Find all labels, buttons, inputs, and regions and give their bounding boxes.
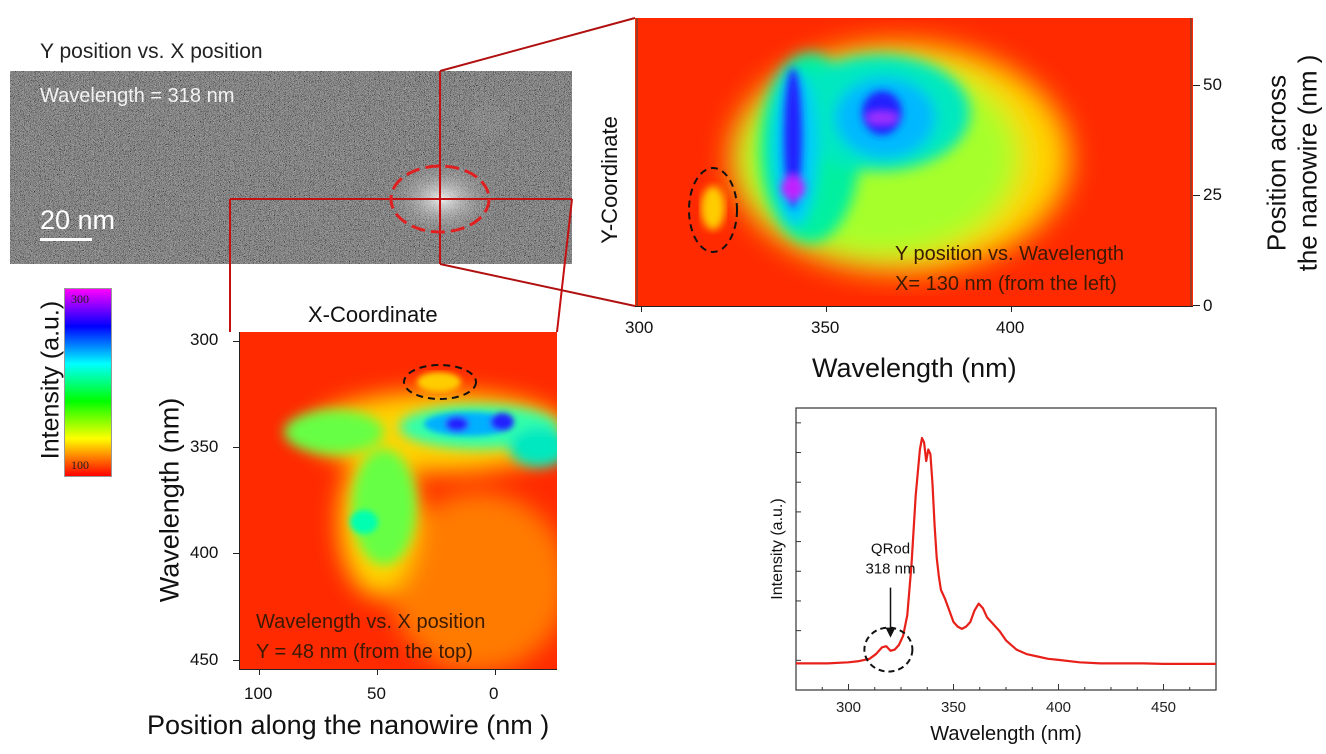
map-x-top-axis-label: X-Coordinate bbox=[308, 302, 438, 327]
spectrum-y-axis-label: Intensity (a.u.) bbox=[769, 498, 786, 599]
map-y-right-tick: 0 bbox=[1203, 296, 1213, 315]
map-x-annotation-1: Wavelength vs. X position bbox=[256, 611, 486, 633]
spectrum-x-tick-label: 300 bbox=[836, 699, 861, 716]
map-x-y-tick: 350 bbox=[190, 437, 219, 456]
map-y-right-tick: 50 bbox=[1203, 75, 1222, 94]
map-y-x-tick: 300 bbox=[625, 318, 654, 337]
map-x-y-tick: 450 bbox=[190, 650, 219, 669]
spectrum-x-tick-label: 400 bbox=[1046, 699, 1071, 716]
qrod-circle-y-map bbox=[688, 167, 738, 253]
scale-bar bbox=[40, 238, 92, 241]
scale-bar-label: 20 nm bbox=[40, 205, 116, 235]
spectrum-chart: 300 350 400 450 Wavelength (nm) Intensity (a.… bbox=[740, 400, 1280, 754]
spectrum-x-axis-label: Wavelength (nm) bbox=[930, 723, 1082, 745]
map-wavelength-vs-x-graphic bbox=[284, 364, 557, 669]
map-x-x-axis-label: Position along the nanowire (nm ) bbox=[147, 710, 550, 740]
qrod-arrowhead bbox=[885, 627, 896, 638]
map-x-y-tick: 300 bbox=[190, 330, 219, 349]
spectrum-series-line bbox=[796, 436, 1216, 665]
map-y-annotation-2: X= 130 nm (from the left) bbox=[895, 273, 1117, 295]
map-y-right-tick: 25 bbox=[1203, 185, 1222, 204]
stem-title: Y position vs. X position bbox=[40, 40, 263, 63]
colorbar-max-label: 300 bbox=[71, 292, 89, 306]
map-y-left-axis-label: Y-Coordinate bbox=[597, 116, 622, 244]
map-x-y-axis-label: Wavelength (nm) bbox=[154, 397, 185, 603]
map-y-vs-wavelength-graphic bbox=[636, 18, 1192, 306]
map-x-annotation-2: Y = 48 nm (from the top) bbox=[256, 641, 473, 663]
qrod-annotation-2: 318 nm bbox=[865, 561, 915, 578]
colorbar bbox=[64, 288, 112, 477]
map-x-y-tick: 400 bbox=[190, 543, 219, 562]
qrod-circle-x-map bbox=[403, 364, 477, 400]
map-y-x-axis-label: Wavelength (nm) bbox=[812, 353, 1017, 383]
map-y-vs-wavelength bbox=[635, 18, 1193, 306]
map-x-x-tick: 100 bbox=[244, 684, 273, 703]
map-y-x-tick: 400 bbox=[996, 318, 1025, 337]
colorbar-label: Intensity (a.u.) bbox=[36, 300, 65, 460]
map-y-x-tick: 350 bbox=[811, 318, 840, 337]
map-x-x-tick: 0 bbox=[489, 684, 499, 703]
stem-wavelength-label: Wavelength = 318 nm bbox=[40, 85, 235, 107]
spectrum-chart-svg: 300 350 400 450 Wavelength (nm) Intensity (a.… bbox=[769, 407, 1217, 745]
spectrum-x-tick-label: 450 bbox=[1151, 699, 1176, 716]
qrod-glow bbox=[382, 157, 502, 241]
qrod-annotation-1: QRod bbox=[871, 541, 910, 558]
map-x-x-tick: 50 bbox=[367, 684, 386, 703]
qrod-circle-spectrum bbox=[863, 626, 914, 673]
map-y-right-axis-label-2: the nanowire (nm ) bbox=[1292, 54, 1323, 272]
map-y-annotation-1: Y position vs. Wavelength bbox=[895, 243, 1125, 265]
map-y-right-axis-label-1: Position across bbox=[1261, 74, 1292, 252]
map-wavelength-vs-x bbox=[239, 332, 557, 669]
colorbar-min-label: 100 bbox=[71, 458, 89, 472]
spectrum-plot-frame bbox=[795, 407, 1217, 691]
spectrum-x-tick-label: 350 bbox=[941, 699, 966, 716]
